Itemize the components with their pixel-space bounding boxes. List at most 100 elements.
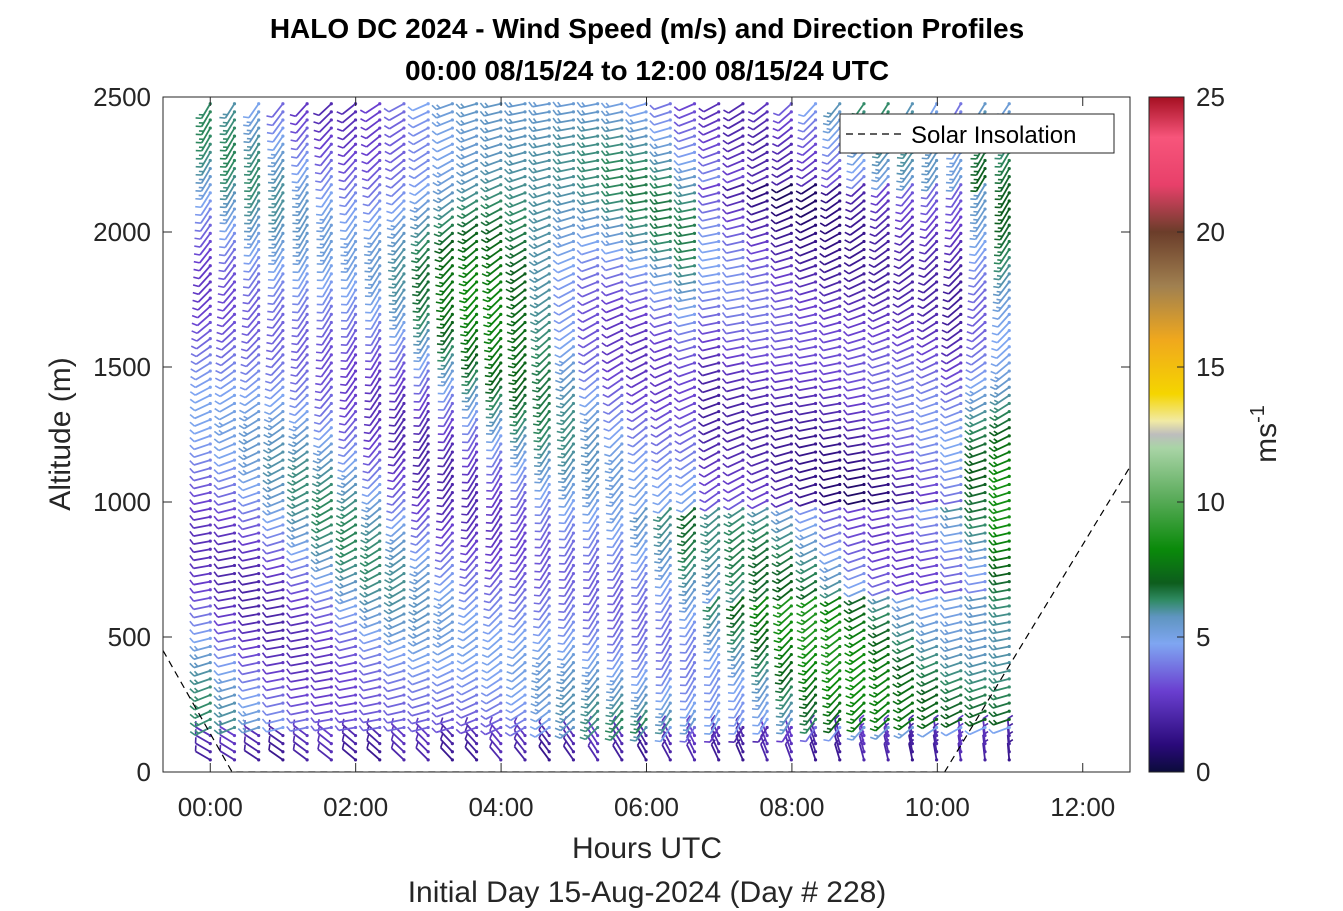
colorbar-tick-label: 25: [1196, 82, 1225, 112]
wind-barb: [214, 401, 237, 413]
wind-barb: [213, 426, 237, 436]
wind-barb: [261, 603, 285, 611]
wind-barb: [219, 191, 237, 209]
wind-barb: [195, 183, 212, 201]
legend: Solar Insolation: [839, 113, 1115, 154]
y-tick-label: 1000: [93, 487, 151, 517]
wind-barb: [189, 652, 212, 661]
wind-barb: [189, 418, 212, 427]
wind-barb: [214, 385, 237, 398]
wind-barb: [213, 587, 237, 594]
y-tick-label: 2000: [93, 217, 151, 247]
wind-barb: [195, 142, 212, 160]
colorbar-tick-label: 10: [1196, 487, 1225, 517]
wind-barb: [263, 418, 285, 431]
wind-barb: [268, 175, 285, 193]
legend-label-solar-insolation: Solar Insolation: [911, 122, 1076, 149]
wind-barb: [237, 571, 261, 578]
x-tick-label: 04:00: [469, 792, 534, 822]
wind-barb: [213, 701, 237, 710]
wind-barb: [219, 142, 237, 160]
colorbar-label: ms-1: [1247, 405, 1283, 463]
wind-barb: [237, 611, 261, 618]
wind-barb: [213, 709, 237, 718]
wind-barb: [261, 595, 285, 603]
wind-barb: [266, 312, 285, 329]
wind-barb: [241, 320, 261, 337]
wind-barb: [286, 628, 309, 635]
wind-barb: [286, 692, 309, 700]
wind-barb: [266, 118, 285, 135]
wind-barb: [265, 353, 285, 369]
wind-barb: [189, 458, 212, 466]
y-tick-label: 500: [108, 622, 151, 652]
wind-barb: [261, 668, 285, 675]
wind-barb: [219, 158, 237, 176]
wind-barb: [189, 385, 212, 396]
wind-barb: [261, 547, 285, 555]
wind-barb: [213, 434, 237, 444]
x-tick-label: 08:00: [759, 792, 824, 822]
wind-barb: [286, 636, 309, 643]
wind-barb: [189, 522, 212, 530]
wind-barb: [243, 231, 261, 249]
wind-barb: [267, 166, 285, 184]
wind-barb: [261, 611, 285, 619]
wind-barb: [242, 296, 261, 313]
wind-barb: [237, 563, 261, 570]
wind-barb: [237, 499, 261, 507]
wind-barb: [264, 369, 285, 384]
wind-barb: [268, 735, 285, 754]
wind-barb: [219, 215, 237, 233]
wind-barb: [189, 677, 212, 686]
wind-barb: [213, 563, 237, 570]
wind-barb: [189, 563, 212, 570]
wind-barb: [190, 361, 212, 373]
wind-barb: [261, 652, 285, 659]
wind-barb: [267, 134, 285, 151]
wind-barb: [244, 191, 261, 209]
wind-barb: [263, 409, 285, 423]
wind-barb: [189, 701, 212, 711]
wind-barb: [243, 150, 261, 168]
wind-barb: [189, 450, 212, 459]
wind-barb: [268, 247, 285, 265]
y-tick-label: 1500: [93, 352, 151, 382]
wind-barb: [261, 717, 285, 725]
wind-barb: [213, 611, 237, 619]
wind-barb: [262, 499, 285, 508]
wind-barb: [194, 199, 212, 217]
colorbar-label-base: ms: [1250, 423, 1283, 463]
wind-barb: [261, 636, 285, 643]
wind-barb: [242, 280, 261, 297]
wind-barb: [213, 499, 237, 506]
wind-barb: [243, 158, 261, 176]
wind-barb: [195, 134, 212, 152]
wind-barb: [238, 426, 261, 438]
wind-barb: [244, 175, 261, 193]
wind-barb: [189, 482, 212, 490]
wind-barb: [213, 725, 237, 735]
wind-barb: [218, 264, 237, 281]
wind-barb: [219, 126, 237, 144]
wind-barb: [238, 434, 261, 445]
wind-barb: [190, 337, 212, 350]
wind-barb: [286, 676, 309, 683]
wind-barb: [194, 737, 212, 754]
wind-barb: [263, 434, 285, 447]
wind-barb: [219, 102, 237, 119]
wind-barb: [243, 256, 261, 273]
wind-barb: [239, 393, 261, 407]
wind-barb: [237, 523, 261, 531]
wind-barb: [237, 644, 261, 651]
wind-barb: [190, 353, 212, 366]
wind-barb: [219, 207, 237, 225]
wind-barb: [213, 418, 237, 429]
wind-barb: [189, 442, 212, 451]
wind-barb: [265, 345, 285, 361]
wind-barb: [214, 369, 237, 382]
y-axis-label: Altitude (m): [44, 357, 77, 510]
wind-barb: [213, 669, 237, 676]
wind-barb: [194, 215, 212, 232]
wind-barb: [264, 393, 285, 408]
